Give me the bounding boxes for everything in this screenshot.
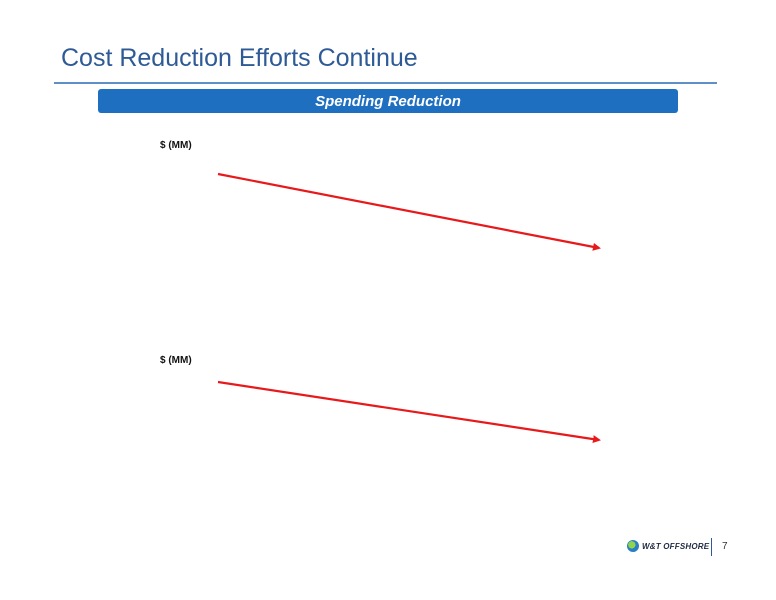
- company-logo-icon: [627, 540, 639, 552]
- title-divider: [54, 82, 717, 84]
- page-number: 7: [722, 541, 728, 552]
- slide-title: Cost Reduction Efforts Continue: [61, 44, 418, 72]
- bottom-trend-down-arrow-icon: [217, 380, 601, 444]
- company-logo: W&T OFFSHORE: [627, 540, 709, 552]
- top-trend-down-arrow-icon: [217, 172, 601, 251]
- footer-divider: [711, 538, 712, 556]
- section-banner-label: Spending Reduction: [315, 92, 461, 110]
- company-logo-text: W&T OFFSHORE: [642, 541, 710, 551]
- bottom-chart-unit-label: $ (MM): [160, 355, 192, 366]
- section-banner: Spending Reduction: [98, 89, 678, 113]
- top-chart-unit-label: $ (MM): [160, 140, 192, 151]
